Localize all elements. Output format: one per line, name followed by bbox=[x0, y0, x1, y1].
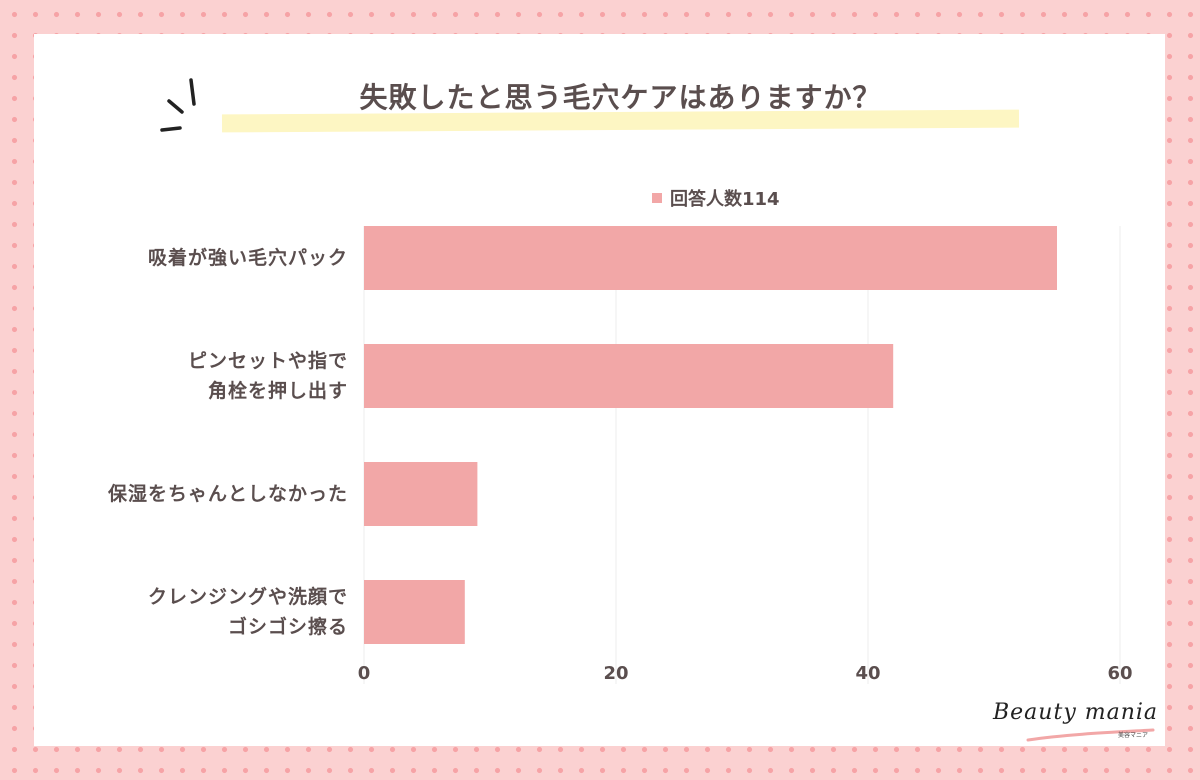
chart-title: 失敗したと思う毛穴ケアはありますか？ bbox=[359, 81, 882, 114]
category-label-line: ピンセットや指で bbox=[187, 350, 348, 372]
x-tick-label: 60 bbox=[1107, 663, 1132, 684]
category-label: 保湿をちゃんとしなかった bbox=[18, 479, 348, 509]
x-tick-label: 0 bbox=[358, 663, 371, 684]
legend-label: 回答人数114 bbox=[670, 189, 780, 210]
bar bbox=[364, 462, 478, 526]
category-label: クレンジングや洗顔でゴシゴシ擦る bbox=[18, 582, 348, 642]
logo-text: Beauty mania bbox=[993, 700, 1159, 725]
x-tick-label: 20 bbox=[603, 663, 628, 684]
category-label-line: クレンジングや洗顔で bbox=[147, 586, 348, 608]
category-label: ピンセットや指で角栓を押し出す bbox=[18, 346, 348, 406]
category-label-line: 角栓を押し出す bbox=[207, 380, 348, 402]
logo-subtext: 美容マニア bbox=[1118, 732, 1149, 739]
legend: 回答人数114 bbox=[652, 186, 780, 210]
legend-swatch bbox=[652, 193, 662, 203]
logo-swoosh-icon bbox=[1026, 728, 1155, 742]
category-label-line: 保湿をちゃんとしなかった bbox=[107, 483, 348, 505]
bar bbox=[364, 344, 894, 408]
category-label: 吸着が強い毛穴パック bbox=[18, 243, 348, 273]
x-tick-label: 40 bbox=[855, 663, 880, 684]
bar bbox=[364, 226, 1057, 290]
category-label-line: ゴシゴシ擦る bbox=[227, 616, 348, 638]
accent-marks-icon bbox=[160, 78, 196, 132]
bar bbox=[364, 580, 465, 644]
category-label-line: 吸着が強い毛穴パック bbox=[147, 247, 348, 269]
brand-logo: Beauty mania 美容マニア bbox=[993, 700, 1159, 742]
